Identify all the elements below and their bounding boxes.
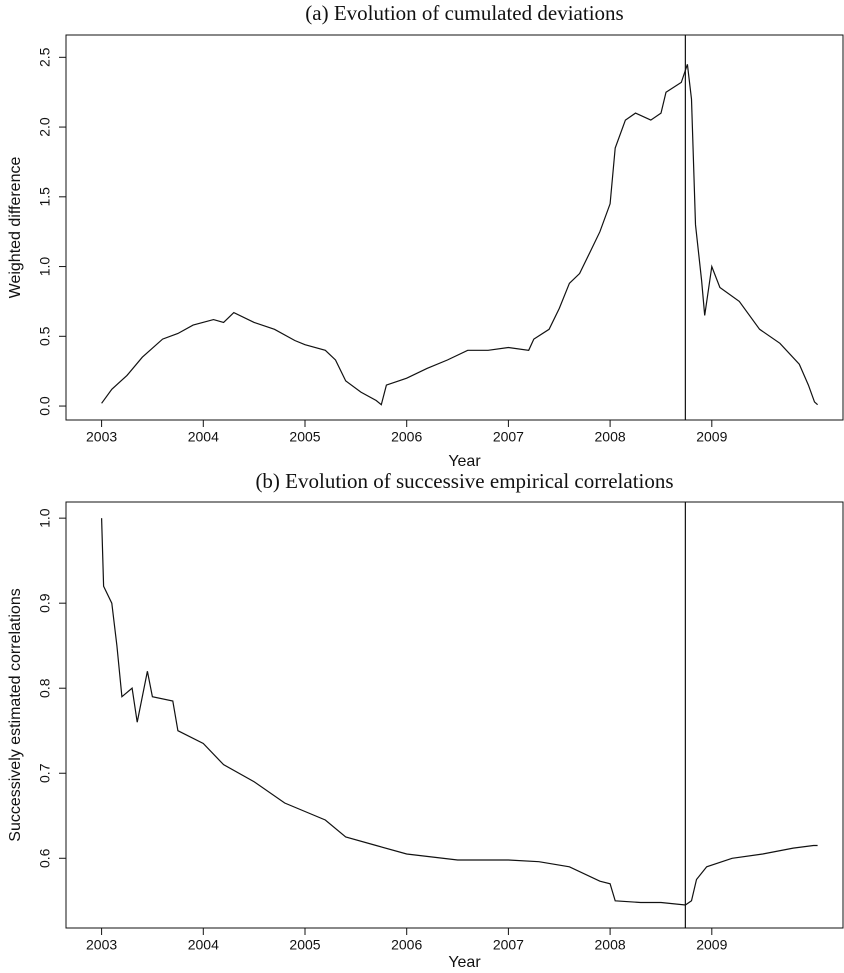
x-tick-label: 2005	[289, 429, 320, 445]
x-tick-label: 2009	[696, 429, 727, 445]
x-tick-label: 2008	[595, 937, 626, 953]
y-tick-label: 1.5	[37, 187, 53, 207]
plot-frame	[65, 501, 844, 929]
y-tick-label: 0.0	[37, 396, 53, 416]
y-tick-label: 0.5	[37, 326, 53, 346]
y-tick-label: 0.8	[37, 678, 53, 698]
y-tick-label: 1.0	[37, 508, 53, 528]
x-tick-label: 2003	[86, 937, 117, 953]
plot-frame	[65, 34, 844, 421]
y-axis-label: Successively estimated correlations	[7, 588, 24, 841]
y-tick-label: 0.6	[37, 848, 53, 868]
x-tick-label: 2006	[391, 937, 422, 953]
y-tick-label: 1.0	[37, 257, 53, 277]
chart-title: (b) Evolution of successive empirical co…	[255, 469, 673, 493]
chart-title: (a) Evolution of cumulated deviations	[305, 1, 623, 25]
x-tick-label: 2006	[391, 429, 422, 445]
x-tick-label: 2007	[493, 937, 524, 953]
x-tick-label: 2005	[289, 937, 320, 953]
x-axis-label: Year	[448, 453, 481, 470]
y-axis-label: Weighted difference	[7, 157, 24, 299]
data-line	[101, 64, 819, 406]
y-tick-label: 2.5	[37, 47, 53, 67]
x-tick-label: 2004	[188, 937, 219, 953]
x-tick-label: 2004	[188, 429, 219, 445]
y-tick-label: 2.0	[37, 117, 53, 137]
x-tick-label: 2009	[696, 937, 727, 953]
y-tick-label: 0.7	[37, 763, 53, 783]
x-tick-label: 2008	[595, 429, 626, 445]
x-tick-label: 2007	[493, 429, 524, 445]
x-axis-label: Year	[448, 954, 481, 971]
data-line	[101, 518, 818, 906]
y-tick-label: 0.9	[37, 593, 53, 613]
x-tick-label: 2003	[86, 429, 117, 445]
